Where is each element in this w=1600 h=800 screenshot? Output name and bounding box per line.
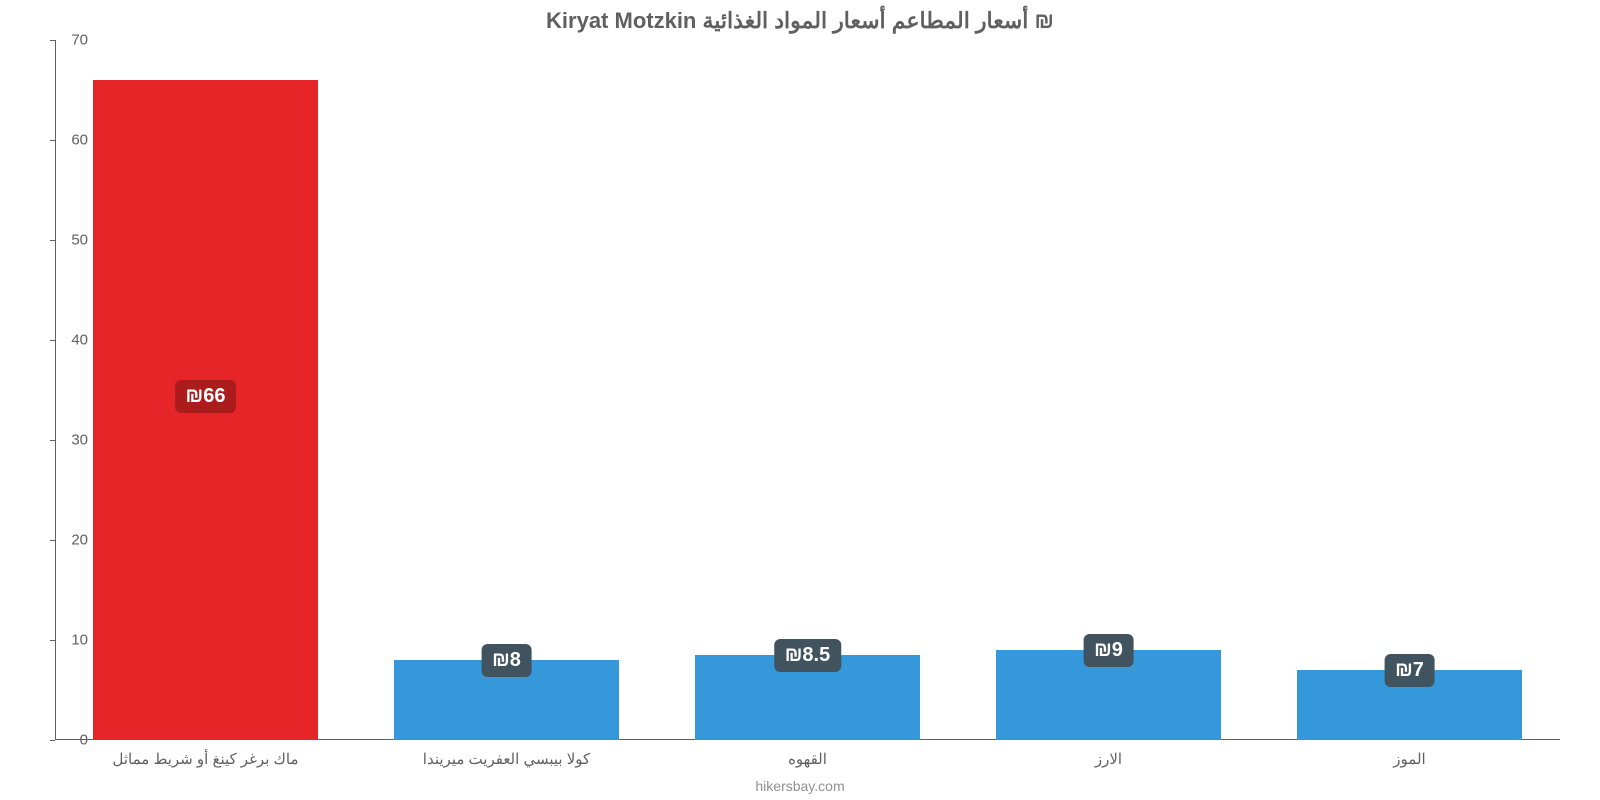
chart-title: Kiryat Motzkin أسعار المطاعم أسعار الموا…: [0, 8, 1600, 34]
value-badge: ₪8: [481, 644, 532, 677]
x-tick-label: كولا بيبسي العفريت ميريندا: [423, 750, 590, 768]
y-tick-label: 40: [48, 332, 88, 349]
bar-chart: Kiryat Motzkin أسعار المطاعم أسعار الموا…: [0, 0, 1600, 800]
x-tick-label: الموز: [1393, 750, 1425, 768]
y-tick-label: 0: [48, 732, 88, 749]
y-tick-label: 70: [48, 32, 88, 49]
y-tick-label: 30: [48, 432, 88, 449]
y-tick-label: 60: [48, 132, 88, 149]
chart-footer: hikersbay.com: [0, 778, 1600, 794]
value-badge: ₪9: [1083, 634, 1134, 667]
plot-area: ₪66 ₪8 ₪8.5 ₪9 ₪7: [55, 40, 1560, 740]
value-badge: ₪66: [175, 380, 237, 413]
value-badge: ₪7: [1384, 654, 1435, 687]
x-tick-label: الارز: [1095, 750, 1122, 768]
y-tick-label: 20: [48, 532, 88, 549]
x-tick-label: ماك برغر كينغ أو شريط مماثل: [112, 750, 298, 768]
y-tick-label: 50: [48, 232, 88, 249]
y-tick-label: 10: [48, 632, 88, 649]
value-badge: ₪8.5: [774, 639, 841, 672]
x-tick-label: القهوه: [788, 750, 827, 768]
